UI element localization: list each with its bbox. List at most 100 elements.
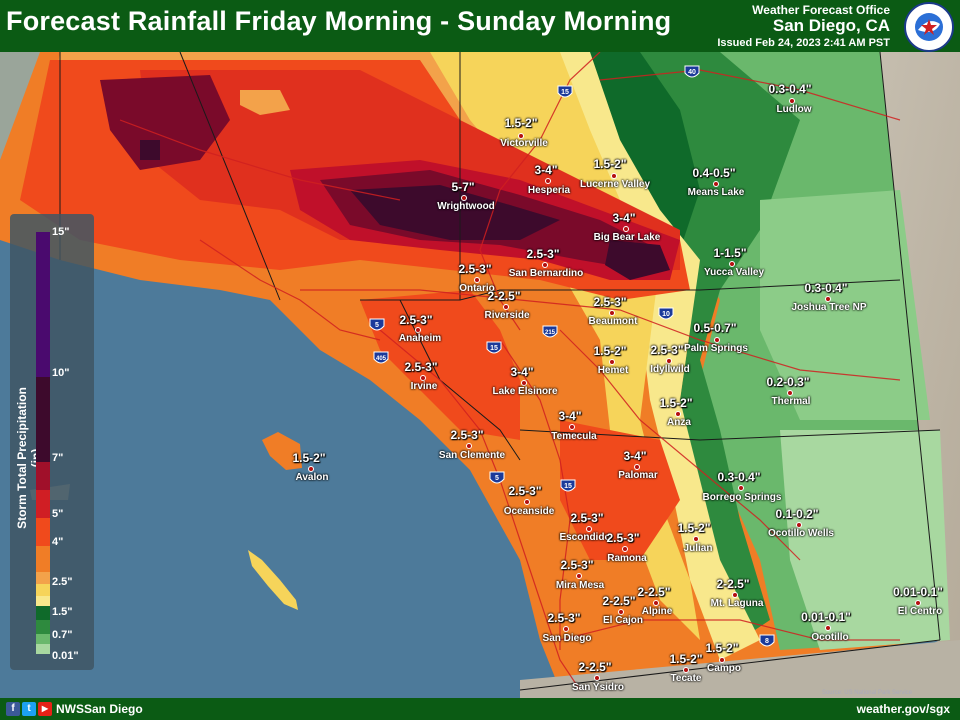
- zone-orange-hole: [240, 90, 290, 115]
- city-dot: [594, 675, 600, 681]
- rain-amount-label: 3-4": [612, 211, 636, 225]
- zone-dark-plum: [350, 185, 560, 240]
- city-dot: [729, 261, 735, 267]
- interstate-shield-icon: 5: [369, 318, 385, 331]
- city-label: Anza: [667, 417, 691, 428]
- city-label: Mt. Laguna: [710, 598, 764, 609]
- legend-swatch-light-orange: [36, 572, 50, 584]
- city-dot: [653, 600, 659, 606]
- city-dot: [915, 600, 921, 606]
- footer-bar: f t ▶ NWSSan Diego weather.gov/sgx: [0, 698, 960, 720]
- rain-amount-label: 2-2.5": [637, 585, 671, 599]
- rain-amount-label: 0.3-0.4": [804, 281, 848, 295]
- zone-mid-green: [760, 190, 930, 420]
- facebook-icon[interactable]: f: [6, 702, 20, 716]
- city-dot: [569, 424, 575, 430]
- city-dot: [609, 310, 615, 316]
- interstate-shield-icon: 10: [658, 307, 674, 320]
- rain-amount-label: 2.5-3": [593, 295, 627, 309]
- rain-amount-label: 2.5-3": [526, 247, 560, 261]
- rain-amount-label: 2.5-3": [458, 262, 492, 276]
- shield-number: 215: [545, 330, 556, 336]
- city-label: Alpine: [641, 606, 673, 617]
- city-dot: [719, 657, 725, 663]
- rain-amount-label: 0.4-0.5": [692, 166, 736, 180]
- city-label: San Bernardino: [508, 268, 584, 279]
- rain-amount-label: 2-2.5": [487, 289, 521, 303]
- rain-amount-label: 3-4": [558, 409, 582, 423]
- shield-number: 15: [561, 89, 569, 96]
- legend-tick: 0.01": [52, 650, 79, 662]
- zone-dark-plum-west: [140, 140, 160, 160]
- city-dot: [415, 327, 421, 333]
- interstate-shield-icon: 40: [684, 65, 700, 78]
- rain-amount-label: 1.5-2": [669, 652, 703, 666]
- city-label: Palm Springs: [684, 343, 748, 354]
- interstate-shield-icon: 5: [489, 471, 505, 484]
- office-location: San Diego, CA: [772, 16, 890, 35]
- county-borders: [59, 51, 941, 691]
- legend-color-bar: [36, 232, 50, 654]
- rain-amount-label: 2.5-3": [606, 531, 640, 545]
- rain-amount-label: 0.01-0.1": [893, 585, 943, 599]
- city-dot: [611, 173, 617, 179]
- city-label: Means Lake: [687, 187, 745, 198]
- city-label: Ludlow: [776, 104, 812, 115]
- zone-pale-green: [780, 430, 950, 650]
- city-dot: [518, 133, 524, 139]
- city-label: Joshua Tree NP: [791, 302, 867, 313]
- youtube-icon[interactable]: ▶: [38, 702, 52, 716]
- mexico-terrain: [520, 640, 960, 700]
- city-label: Lake Elsinore: [492, 386, 558, 397]
- city-dot: [576, 573, 582, 579]
- city-label: El Cajon: [602, 615, 644, 626]
- shield-number: 40: [688, 69, 696, 76]
- interstate-shield-icon: 15: [557, 85, 573, 98]
- city-label: Wrightwood: [437, 201, 495, 212]
- city-label: Tecate: [670, 673, 702, 684]
- city-label: Anaheim: [398, 333, 442, 344]
- social-handle[interactable]: NWSSan Diego: [56, 702, 143, 716]
- interstate-shield-icon: 15: [560, 479, 576, 492]
- city-label: Julian: [683, 543, 713, 554]
- city-dot: [675, 411, 681, 417]
- legend-swatch-crimson: [36, 490, 50, 518]
- city-dot: [683, 667, 689, 673]
- zone-maroon-west: [100, 75, 230, 170]
- city-dot: [738, 485, 744, 491]
- legend-tick: 4": [52, 536, 64, 548]
- website-link[interactable]: weather.gov/sgx: [856, 702, 950, 716]
- city-label: Victorville: [500, 138, 548, 149]
- city-label: Borrego Springs: [702, 492, 782, 503]
- city-label: San Clemente: [438, 450, 506, 461]
- shield-number: 5: [495, 475, 499, 482]
- city-dot: [634, 464, 640, 470]
- zone-green: [580, 52, 800, 640]
- rain-amount-label: 0.3-0.4": [768, 82, 812, 96]
- city-dot: [466, 443, 472, 449]
- legend-swatch-red: [36, 518, 50, 546]
- shield-number: 15: [490, 345, 498, 352]
- city-label: Lucerne Valley: [579, 179, 651, 190]
- legend-swatch-light-green: [36, 634, 50, 644]
- city-label: Idyllwild: [650, 364, 690, 375]
- rain-amount-label: 2.5-3": [399, 313, 433, 327]
- city-label: Irvine: [410, 381, 438, 392]
- twitter-icon[interactable]: t: [22, 702, 36, 716]
- rain-amount-label: 2.5-3": [404, 360, 438, 374]
- city-label: Temecula: [551, 431, 597, 442]
- nws-seal-icon: [904, 2, 954, 52]
- zone-orange-red-palomar: [560, 420, 680, 560]
- map-title: Forecast Rainfall Friday Morning - Sunda…: [6, 6, 672, 36]
- city-dot: [789, 98, 795, 104]
- city-label: Big Bear Lake: [593, 232, 661, 243]
- issued-time: Issued Feb 24, 2023 2:41 AM PST: [717, 37, 890, 49]
- rain-amount-label: 0.5-0.7": [693, 321, 737, 335]
- city-dot: [666, 358, 672, 364]
- legend-tick: 7": [52, 452, 64, 464]
- interstate-shield-icon: 405: [373, 351, 389, 364]
- rain-amount-label: 1-1.5": [713, 246, 747, 260]
- legend-panel: Storm Total Precipitation (in) 15" 10" 7…: [10, 214, 94, 670]
- city-label: Hemet: [597, 365, 629, 376]
- city-label: Beaumont: [588, 316, 638, 327]
